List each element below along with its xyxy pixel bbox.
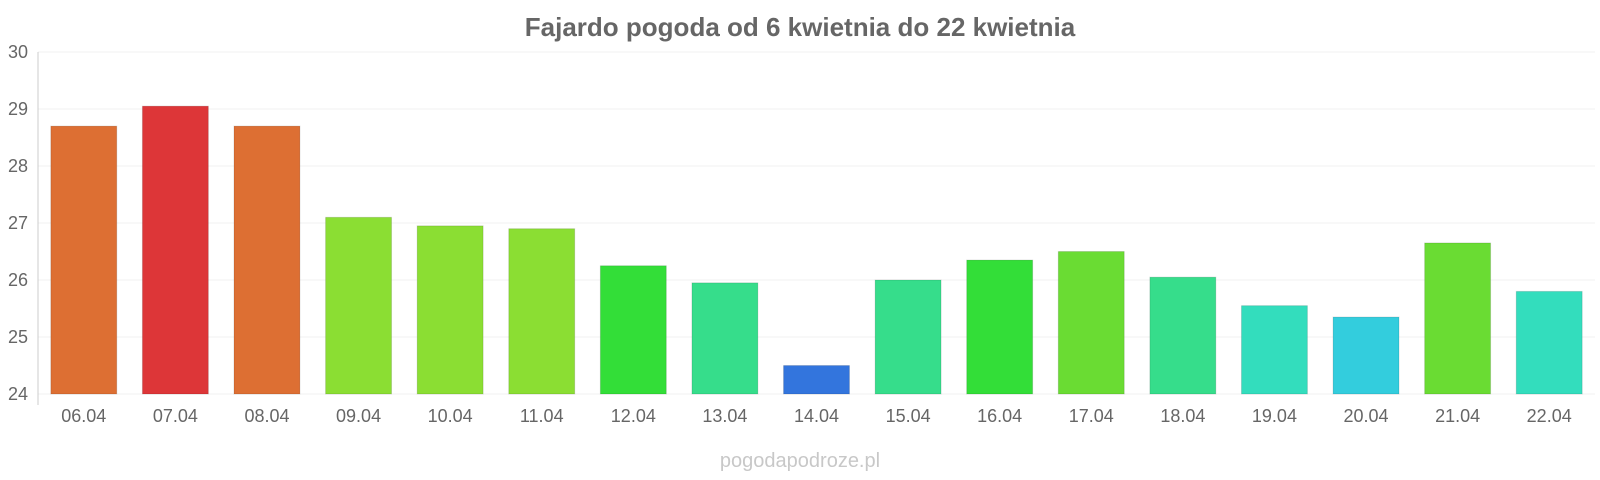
bar-07.04	[141, 105, 209, 395]
y-tick-label: 30	[8, 42, 28, 62]
x-tick-label: 10.04	[428, 406, 473, 426]
y-tick-label: 28	[8, 156, 28, 176]
x-tick-label: 21.04	[1435, 406, 1480, 426]
x-tick-label: 19.04	[1252, 406, 1297, 426]
x-tick-label: 17.04	[1069, 406, 1114, 426]
x-tick-label: 18.04	[1160, 406, 1205, 426]
x-tick-label: 15.04	[886, 406, 931, 426]
bar-13.04	[691, 282, 759, 395]
x-tick-label: 12.04	[611, 406, 656, 426]
watermark: pogodapodroze.pl	[719, 450, 881, 472]
x-tick-label: 08.04	[244, 406, 289, 426]
bar-14.04	[783, 365, 850, 395]
x-tick-label: 16.04	[977, 406, 1022, 426]
x-tick-label: 07.04	[153, 406, 198, 426]
chart-title: Fajardo pogoda od 6 kwietnia do 22 kwiet…	[524, 12, 1076, 42]
bar-10.04	[416, 225, 484, 395]
bar-15.04	[874, 279, 942, 395]
bar-20.04	[1332, 316, 1400, 395]
x-tick-label: 14.04	[794, 406, 839, 426]
x-tick-labels: 06.04 07.04 08.04 09.04 10.04 11.04 12.04 13.04…	[61, 406, 1571, 426]
x-tick-label: 20.04	[1344, 406, 1389, 426]
x-tick-label: 13.04	[702, 406, 747, 426]
bar-11.04	[508, 228, 576, 395]
bar-16.04	[966, 259, 1034, 395]
bar-21.04	[1424, 242, 1492, 395]
y-tick-label: 27	[8, 213, 28, 233]
x-tick-label: 22.04	[1527, 406, 1572, 426]
bar-12.04	[599, 265, 667, 395]
bar-06.04	[50, 125, 118, 395]
bar-22.04	[1515, 290, 1583, 395]
y-tick-label: 24	[8, 384, 28, 404]
x-tick-label: 06.04	[61, 406, 106, 426]
bar-19.04	[1240, 305, 1308, 395]
y-tick-label: 25	[8, 327, 28, 347]
y-tick-label: 29	[8, 99, 28, 119]
bar-09.04	[325, 216, 393, 395]
x-tick-label: 09.04	[336, 406, 381, 426]
x-tick-label: 11.04	[520, 406, 564, 426]
bar-18.04	[1149, 276, 1217, 395]
bars	[50, 105, 1583, 395]
bar-08.04	[233, 125, 301, 395]
y-tick-label: 26	[8, 270, 28, 290]
bar-17.04	[1057, 251, 1125, 395]
y-tick-labels: 24 25 26 27 28 29 30	[8, 42, 28, 404]
